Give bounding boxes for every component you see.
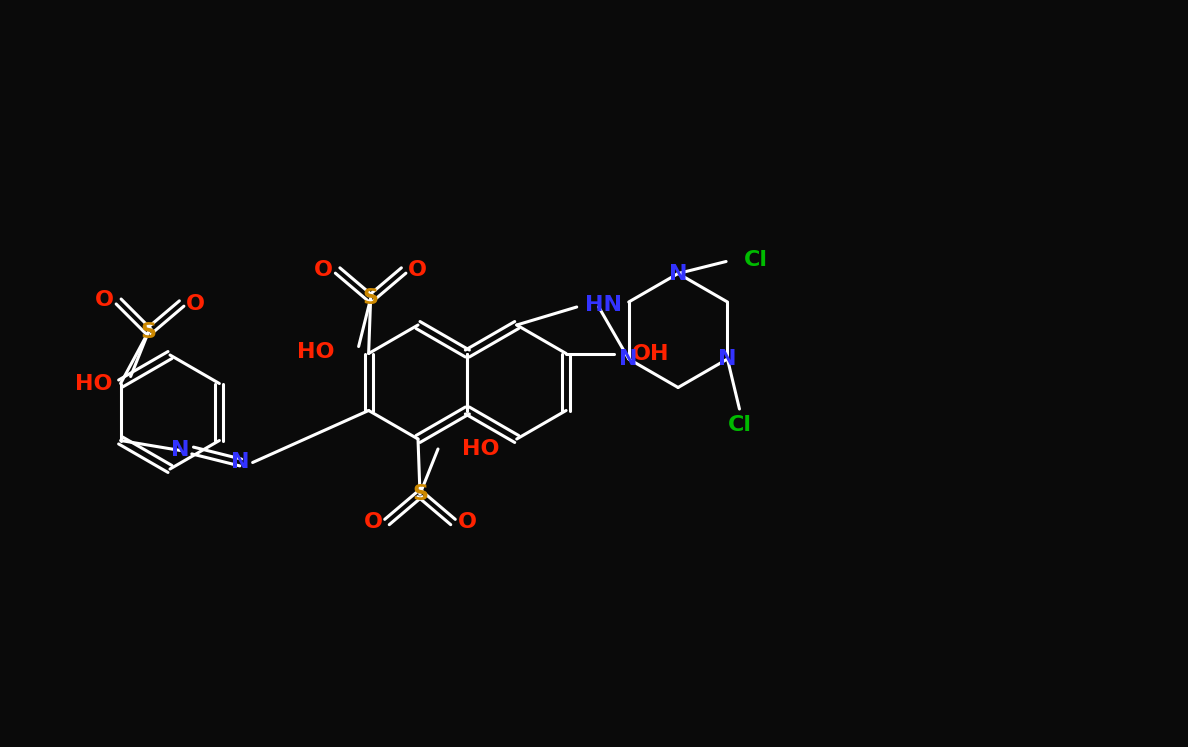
Text: O: O	[409, 261, 428, 281]
Text: Cl: Cl	[727, 415, 752, 435]
Text: HN: HN	[584, 295, 621, 315]
Text: O: O	[95, 290, 114, 309]
Text: O: O	[187, 294, 206, 314]
Text: Cl: Cl	[744, 249, 769, 270]
Text: N: N	[719, 349, 737, 369]
Text: O: O	[314, 261, 333, 281]
Text: N: N	[171, 441, 190, 460]
Text: HO: HO	[297, 341, 335, 362]
Text: S: S	[412, 484, 428, 504]
Text: O: O	[457, 512, 476, 532]
Text: HO: HO	[75, 374, 113, 394]
Text: N: N	[232, 453, 249, 473]
Text: S: S	[140, 321, 157, 341]
Text: OH: OH	[632, 344, 670, 364]
Text: O: O	[364, 512, 383, 532]
Text: S: S	[362, 288, 379, 309]
Text: N: N	[669, 264, 688, 284]
Text: HO: HO	[462, 439, 499, 459]
Text: N: N	[619, 349, 638, 369]
